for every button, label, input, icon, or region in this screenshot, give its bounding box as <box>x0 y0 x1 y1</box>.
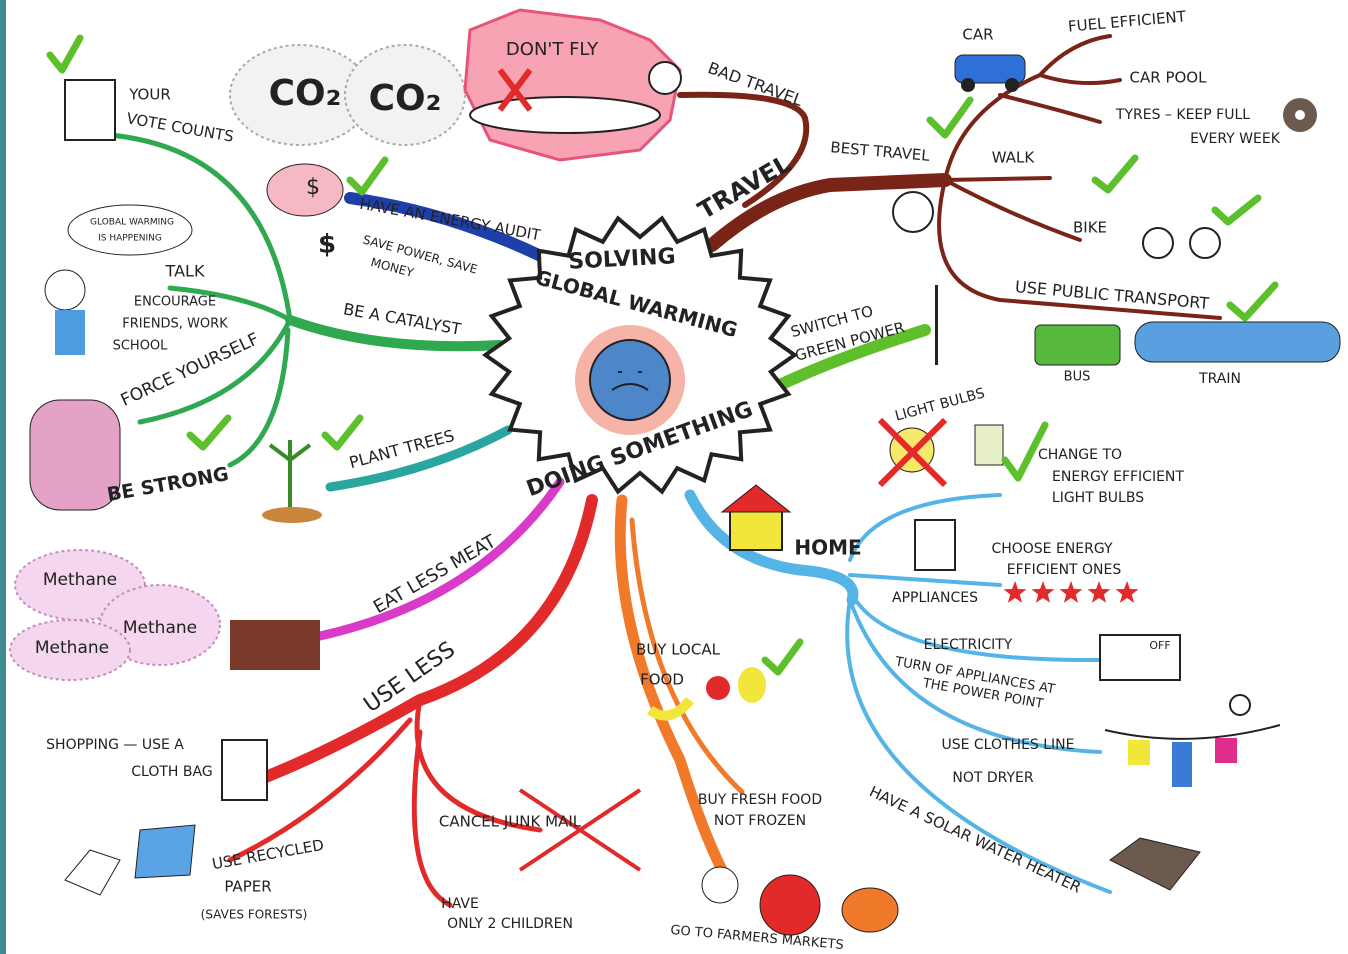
travel-best-travel-label: BEST TRAVEL <box>830 138 931 165</box>
travel-train-label: TRAIN <box>1198 371 1241 387</box>
travel-fuel-efficient-label: FUEL EFFICIENT <box>1067 7 1187 35</box>
travel-co2-label: CO₂ <box>369 78 442 119</box>
home-solar-label: HAVE A SOLAR WATER HEATER <box>867 782 1084 896</box>
use-less-shopping-label: SHOPPING — USE A <box>46 737 184 753</box>
audit-dollar-label: $ <box>306 175 320 200</box>
meat-methane-label: Methane <box>43 570 117 590</box>
use-less-paper-label: PAPER <box>224 878 271 896</box>
plane-burst <box>465 10 680 160</box>
meat-methane-label: Methane <box>35 638 109 658</box>
use-less-paper-label: (SAVES FORESTS) <box>201 908 308 922</box>
home-change-bulbs-label: LIGHT BULBS <box>1052 490 1144 506</box>
travel-car-label: CAR <box>962 26 993 44</box>
catalyst-encourage-label: SCHOOL <box>113 339 169 354</box>
home-light-bulbs-label: LIGHT BULBS <box>893 385 986 424</box>
audit-dollar-label: $ <box>318 230 336 260</box>
food-markets-label: GO TO FARMERS MARKETS <box>670 923 845 953</box>
trees-label: PLANT TREES <box>347 426 456 472</box>
catalyst-bubble-label: IS HAPPENING <box>98 234 162 244</box>
use-less-children-label: ONLY 2 CHILDREN <box>447 916 573 932</box>
mind-map: SOLVINGGLOBAL WARMINGDOING SOMETHINGTRAV… <box>0 0 1348 954</box>
audit-save-label: MONEY <box>369 255 415 280</box>
catalyst-label-label: BE A CATALYST <box>342 299 463 338</box>
food-fresh-label: BUY FRESH FOOD <box>698 792 822 808</box>
travel-bike-label: BIKE <box>1073 219 1107 237</box>
catalyst-talk-label: TALK <box>165 262 205 281</box>
star <box>1088 581 1111 603</box>
travel-car-pool-label: CAR POOL <box>1130 69 1208 87</box>
travel-co2-label: CO₂ <box>269 73 342 114</box>
catalyst-vote-label: YOUR <box>128 86 171 104</box>
home-change-bulbs-label: ENERGY EFFICIENT <box>1052 469 1184 485</box>
home-choose-label: CHOOSE ENERGY <box>991 541 1113 557</box>
star <box>1060 581 1083 603</box>
earth <box>590 340 670 420</box>
catalyst-strong-label: BE STRONG <box>105 463 230 506</box>
meat-methane-label: Methane <box>123 618 197 638</box>
food-local-label: BUY LOCAL <box>636 641 721 659</box>
travel-tyres-label: EVERY WEEK <box>1190 131 1281 147</box>
home-change-bulbs-label: CHANGE TO <box>1038 447 1122 463</box>
home-clothes-line-label: NOT DRYER <box>952 770 1034 786</box>
use-less-shopping-label: CLOTH BAG <box>131 764 212 780</box>
catalyst-encourage-label: ENCOURAGE <box>134 295 216 310</box>
travel-bad-travel-label: BAD TRAVEL <box>705 58 805 110</box>
catalyst-encourage-label: FRIENDS, WORK <box>122 317 228 332</box>
travel-dont-fly-label: DON'T FLY <box>506 39 599 60</box>
home-electricity-label: ELECTRICITY <box>924 637 1013 653</box>
home-choose-label: EFFICIENT ONES <box>1007 562 1122 578</box>
travel-tyres-label: TYRES – KEEP FULL <box>1115 107 1250 123</box>
home-clothes-line-label: USE CLOTHES LINE <box>941 737 1074 753</box>
rating-stars <box>1004 581 1139 603</box>
food-fresh-label: NOT FROZEN <box>714 813 806 829</box>
food-local-label: FOOD <box>640 671 684 689</box>
home-appliances-label: APPLIANCES <box>892 590 978 606</box>
audit-label-label: HAVE AN ENERGY AUDIT <box>358 195 542 245</box>
star <box>1032 581 1055 603</box>
use-less-children-label: HAVE <box>441 896 479 912</box>
home-label-label: HOME <box>794 536 861 560</box>
travel-walk-label: WALK <box>992 149 1036 167</box>
catalyst-bubble-label: GLOBAL WARMING <box>90 218 174 228</box>
star <box>1004 581 1027 603</box>
home-off-label: OFF <box>1149 639 1170 652</box>
meat-label-label: EAT LESS MEAT <box>370 531 501 619</box>
travel-bus-label: BUS <box>1064 370 1091 385</box>
left-border <box>0 0 6 954</box>
use-less-junk-mail-label: CANCEL JUNK MAIL <box>439 813 582 831</box>
star <box>1116 581 1139 603</box>
